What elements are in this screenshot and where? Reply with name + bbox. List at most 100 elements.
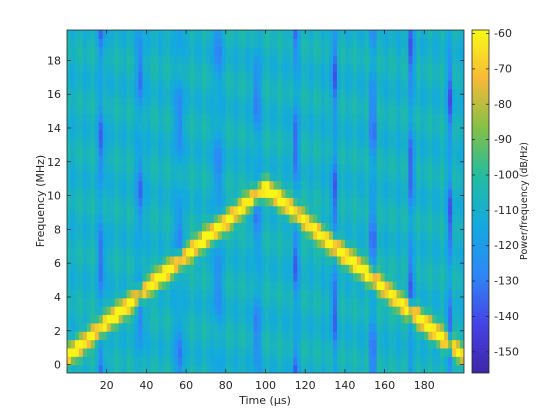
heatmap-cell (94, 272, 100, 282)
heatmap-cell (309, 113, 314, 123)
heatmap-cell (416, 172, 421, 182)
heatmap-cell (170, 155, 175, 165)
heatmap-cell (376, 130, 382, 140)
heatmap-cell (408, 247, 413, 257)
heatmap-cell (440, 122, 445, 131)
heatmap-cell (233, 63, 239, 73)
heatmap-cell (444, 280, 449, 290)
heatmap-cell (448, 122, 453, 131)
heatmap-cell (213, 297, 219, 307)
heatmap-cell (142, 322, 147, 332)
heatmap-cell (332, 247, 338, 257)
heatmap-cell (237, 105, 243, 115)
heatmap-cell (138, 63, 144, 73)
heatmap-cell (233, 155, 239, 165)
heatmap-cell (253, 71, 259, 81)
heatmap-cell (178, 280, 183, 290)
heatmap-cell (269, 63, 275, 73)
heatmap-cell (420, 356, 425, 366)
heatmap-cell (162, 63, 167, 73)
heatmap-cell (360, 197, 366, 207)
heatmap-cell (325, 155, 330, 165)
heatmap-cell (293, 272, 298, 282)
heatmap-cell (162, 214, 167, 224)
heatmap-cell (118, 322, 124, 332)
heatmap-cell (336, 239, 342, 249)
heatmap-cell (122, 38, 128, 48)
heatmap-cell (257, 280, 263, 290)
heatmap-cell (432, 272, 437, 282)
heatmap-cell (70, 306, 76, 316)
heatmap-cell (428, 247, 433, 257)
heatmap-cell (198, 347, 203, 357)
heatmap-cell (376, 197, 382, 207)
heatmap-cell (293, 46, 298, 56)
heatmap-cell (182, 331, 187, 341)
heatmap-cell (174, 247, 179, 257)
heatmap-cell (86, 364, 92, 373)
heatmap-cell (265, 88, 271, 98)
heatmap-cell (150, 88, 155, 98)
heatmap-cell (273, 63, 279, 73)
heatmap-cell (70, 289, 76, 299)
heatmap-cell (106, 289, 112, 299)
heatmap-cell (452, 163, 457, 173)
heatmap-cell (360, 222, 366, 232)
heatmap-cell (134, 96, 140, 106)
heatmap-cell (142, 30, 147, 39)
heatmap-cell (118, 30, 124, 39)
heatmap-cell (329, 147, 334, 157)
heatmap-cell (110, 289, 116, 299)
heatmap-cell (86, 272, 92, 282)
heatmap-cell (154, 364, 159, 373)
heatmap-cell (329, 297, 334, 307)
heatmap-cell (166, 113, 171, 123)
heatmap-cell (364, 297, 370, 307)
heatmap-cell (233, 105, 239, 115)
heatmap-cell (86, 264, 92, 274)
heatmap-cell (229, 38, 235, 48)
heatmap-cell (154, 322, 159, 332)
heatmap-cell (317, 356, 322, 366)
heatmap-cell (102, 172, 108, 182)
heatmap-cell (368, 197, 374, 207)
heatmap-cell (110, 130, 116, 140)
heatmap-cell (178, 347, 183, 357)
heatmap-cell (348, 80, 354, 90)
heatmap-cell (70, 222, 76, 232)
heatmap-cell (265, 280, 271, 290)
heatmap-cell (138, 331, 144, 341)
heatmap-cell (166, 180, 171, 190)
heatmap-cell (178, 155, 183, 165)
heatmap-cell (126, 297, 132, 307)
heatmap-cell (321, 272, 326, 282)
heatmap-cell (182, 297, 187, 307)
heatmap-cell (440, 364, 445, 373)
heatmap-cell (380, 272, 386, 282)
heatmap-cell (460, 180, 464, 190)
heatmap-cell (74, 314, 80, 324)
heatmap-cell (241, 138, 247, 148)
heatmap-cell (309, 172, 314, 182)
heatmap-cell (217, 356, 223, 366)
heatmap-cell (285, 247, 290, 257)
heatmap-cell (162, 297, 167, 307)
heatmap-cell (182, 180, 187, 190)
heatmap-cell (400, 88, 406, 98)
heatmap-cell (293, 331, 298, 341)
heatmap-cell (392, 289, 398, 299)
heatmap-cell (376, 247, 382, 257)
heatmap-cell (67, 130, 72, 140)
heatmap-cell (225, 356, 231, 366)
heatmap-cell (396, 297, 402, 307)
heatmap-cell (67, 71, 72, 81)
heatmap-cell (158, 289, 163, 299)
heatmap-cell (404, 155, 410, 165)
heatmap-cell (277, 188, 282, 198)
heatmap-cell (416, 264, 421, 274)
heatmap-cell (321, 239, 326, 249)
heatmap-cell (201, 130, 207, 140)
heatmap-cell (257, 71, 263, 81)
heatmap-cell (364, 113, 370, 123)
heatmap-cell (90, 339, 96, 349)
